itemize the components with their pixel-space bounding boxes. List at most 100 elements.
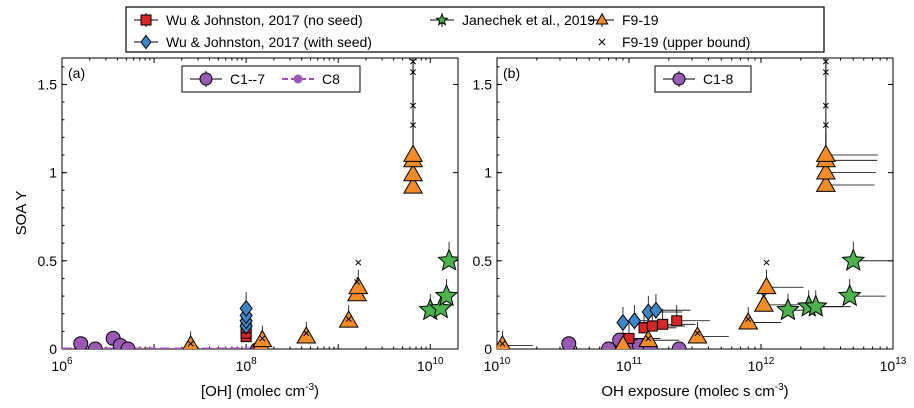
- x-axis-label: [OH] (molec cm-3): [201, 382, 319, 400]
- data-point-x: [645, 335, 652, 342]
- data-point-x: [745, 316, 752, 322]
- data-point-circle: [87, 341, 103, 349]
- data-point-triangle: [756, 276, 777, 295]
- data-point-x: [187, 340, 194, 347]
- data-point-x: [763, 259, 770, 266]
- data-point-triangle: [687, 326, 708, 344]
- data-point-x: [410, 102, 417, 109]
- legend-entry: Wu & Johnston, 2017 (no seed): [134, 12, 363, 28]
- legend-entry: F9-19 (upper bound): [598, 34, 750, 50]
- y-tick-label: 1.5: [38, 76, 58, 92]
- data-point-x: [499, 340, 506, 347]
- data-point-square: [657, 318, 669, 330]
- x-tick-label: 1013: [880, 356, 907, 374]
- x-tick-label: 1010: [417, 356, 444, 374]
- legend-entry: Wu & Johnston, 2017 (with seed): [134, 34, 372, 50]
- inset-legend: C1--7 C8: [181, 65, 361, 93]
- x-axis-label: OH exposure (molec s cm-3): [601, 382, 788, 400]
- data-point-triangle: [815, 162, 836, 180]
- data-point-circle: [73, 336, 89, 349]
- x-tick-label: 108: [236, 356, 258, 374]
- legend-marker-triangle: [595, 12, 609, 25]
- data-point-x: [259, 335, 266, 342]
- data-point-x: [760, 293, 767, 300]
- data-point-x: [694, 330, 701, 337]
- data-point-star: [434, 283, 458, 307]
- data-point-star: [803, 294, 828, 317]
- inset-legend-label: C8: [322, 71, 340, 87]
- panel-label: (b): [503, 65, 520, 81]
- legend-label: Wu & Johnston, 2017 (no seed): [166, 12, 363, 28]
- data-point-triangle: [296, 326, 317, 344]
- data-point-star: [428, 295, 453, 319]
- data-point-circle: [561, 336, 577, 349]
- data-point-x: [410, 122, 417, 128]
- legend-label: F9-19: [622, 12, 659, 28]
- data-point-x: [410, 69, 417, 76]
- panel-1: 0 0.5 1 1.5 1010 1011 1012 1013 OH exposure (mol…: [473, 57, 907, 400]
- data-point-x: [822, 122, 829, 128]
- inset-legend-label: C1--7: [230, 71, 265, 87]
- data-point-square: [671, 315, 683, 327]
- data-point-triangle: [402, 176, 424, 194]
- plot-area: [497, 58, 893, 349]
- y-tick-label: 0: [484, 341, 492, 357]
- x-tick-label: 1011: [616, 356, 642, 374]
- data-point-square: [646, 320, 658, 332]
- data-point-star: [841, 248, 866, 271]
- data-point-circle: [601, 341, 617, 349]
- legend-label: F9-19 (upper bound): [622, 34, 750, 50]
- data-point-star: [776, 297, 800, 321]
- y-tick-label: 0.5: [38, 253, 58, 269]
- y-tick-label: 1: [484, 165, 492, 181]
- panel-label: (a): [68, 65, 85, 81]
- data-point-circle: [671, 341, 687, 349]
- plot-frame: [61, 57, 459, 350]
- x-tick-label: 106: [51, 356, 73, 374]
- y-tick-label: 1.5: [473, 76, 493, 92]
- legend-label: Janechek et al., 2019: [462, 12, 595, 28]
- y-axis-label: SOA Y: [13, 191, 30, 236]
- data-point-diamond: [239, 299, 253, 318]
- data-point-star: [837, 283, 862, 307]
- data-point-x: [822, 69, 829, 76]
- data-point-x: [410, 58, 417, 65]
- legend-marker-star: [435, 13, 449, 26]
- legend-entry: Janechek et al., 2019: [430, 12, 595, 28]
- data-point-triangle: [753, 294, 774, 312]
- main-legend: Wu & Johnston, 2017 (no seed) Wu & Johnst…: [125, 6, 825, 53]
- inset-legend: C1-8: [654, 65, 752, 93]
- panels: 0 0.5 1 1.5 106 108 1010 [OH] (molec cm-3) (a) C1…: [38, 57, 907, 400]
- legend-marker-diamond: [140, 34, 152, 50]
- plot-frame: [496, 57, 894, 350]
- data-point-x: [303, 330, 310, 337]
- data-point-triangle: [182, 334, 199, 349]
- y-tick-label: 1: [49, 165, 57, 181]
- data-point-x: [822, 58, 829, 65]
- data-point-triangle: [402, 144, 424, 162]
- data-point-x: [822, 102, 829, 109]
- y-tick-label: 0.5: [473, 253, 493, 269]
- data-point-triangle: [815, 144, 836, 162]
- legend-marker-x: [598, 38, 606, 46]
- plot-area: [62, 58, 458, 349]
- data-point-triangle: [738, 311, 759, 330]
- data-point-circle: [120, 341, 136, 349]
- data-point-x: [355, 259, 362, 266]
- legend-label: Wu & Johnston, 2017 (with seed): [166, 34, 372, 50]
- data-point-triangle: [614, 334, 632, 349]
- data-point-x: [345, 316, 352, 322]
- data-point-triangle: [815, 174, 836, 192]
- data-point-triangle: [348, 276, 369, 295]
- legend-marker-square: [140, 14, 152, 26]
- x-tick-label: 1010: [484, 356, 511, 374]
- data-point-diamond: [627, 312, 642, 330]
- inset-legend-label: C1-8: [703, 71, 734, 87]
- data-point-diamond: [649, 301, 663, 319]
- legend-entry: F9-19: [590, 12, 659, 28]
- data-point-star: [437, 248, 458, 271]
- x-tick-label: 1012: [748, 356, 775, 374]
- panel-0: 0 0.5 1 1.5 106 108 1010 [OH] (molec cm-3) (a) C1…: [38, 57, 459, 400]
- data-point-x: [354, 279, 360, 285]
